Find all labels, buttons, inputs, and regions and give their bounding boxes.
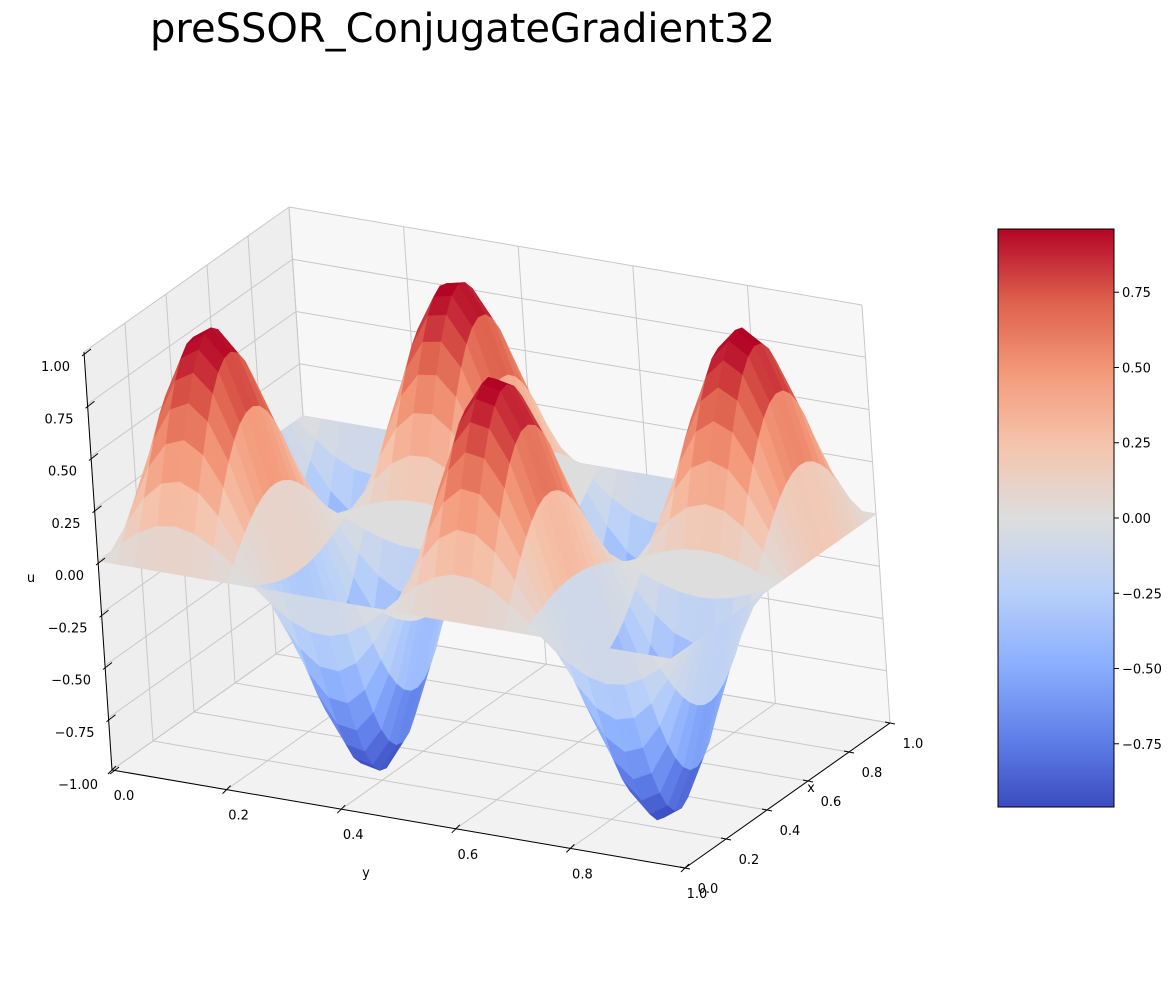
z-tick	[85, 400, 95, 409]
grid-line	[292, 258, 866, 358]
colorbar-tick-label: −0.25	[1122, 587, 1162, 602]
axes: 0.0 0.2 0.4 0.6 0.8 1.0 y 0.0 0.2 0.4 0.6 0.8 1.0 x −1…	[27, 348, 924, 902]
z-tick-label: −0.75	[55, 726, 95, 741]
y-axis-label: y	[362, 866, 370, 881]
y-tick-label: 0.8	[572, 867, 593, 882]
z-tick	[102, 662, 113, 670]
grid-line	[288, 206, 863, 306]
x-tick-label: 0.0	[698, 882, 719, 897]
y-tick	[566, 844, 575, 853]
chart-title: preSSOR_ConjugateGradient32	[150, 6, 776, 52]
x-tick	[843, 750, 855, 754]
colorbar-bar	[997, 228, 1115, 808]
z-tick-label: −0.25	[48, 621, 88, 636]
y-tick-label: 0.2	[228, 809, 249, 824]
y-tick-label: 0.0	[114, 789, 135, 804]
z-tick	[88, 453, 99, 461]
z-tick	[95, 557, 106, 566]
colorbar-tick-label: 0.25	[1122, 437, 1151, 452]
z-tick-label: −0.50	[51, 674, 91, 689]
y-tick	[336, 804, 346, 814]
x-tick	[802, 779, 814, 783]
grid-line	[87, 258, 293, 405]
grid-line	[83, 206, 290, 353]
y-tick	[451, 824, 461, 834]
x-tick-label: 0.2	[739, 853, 760, 868]
surface-face	[652, 653, 678, 669]
z-tick	[99, 609, 109, 618]
z-tick	[81, 348, 92, 357]
z-tick	[109, 766, 120, 775]
z-tick-label: 1.00	[41, 360, 70, 375]
z-tick-label: 0.50	[48, 465, 77, 480]
z-axis-label: u	[27, 571, 35, 586]
grid-line	[152, 740, 727, 840]
grid-line	[111, 624, 318, 771]
x-tick-label: 0.8	[862, 766, 883, 781]
y-tick-label: 0.6	[457, 848, 478, 863]
colorbar-tick-label: −0.75	[1122, 738, 1162, 753]
colorbar: −0.75 −0.50 −0.25 0.00 0.25 0.50 0.75	[997, 228, 1162, 808]
grid-line	[340, 663, 547, 810]
colorbar-tick-label: 0.75	[1122, 286, 1151, 301]
x-axis-label: x	[807, 781, 815, 796]
colorbar-tick-label: −0.50	[1122, 663, 1162, 678]
z-tick	[106, 714, 116, 723]
y-tick-label: 1.0	[687, 887, 708, 902]
z-tick-label: −1.00	[58, 778, 98, 793]
colorbar-tick-label: 0.00	[1122, 512, 1151, 527]
y-axis-line	[111, 769, 686, 869]
z-tick-label: 0.00	[55, 569, 84, 584]
x-tick	[720, 837, 732, 841]
x-axis-line	[684, 722, 891, 869]
colorbar-tick-label: 0.50	[1122, 361, 1151, 376]
z-tick-label: 0.75	[45, 412, 74, 427]
surface-mesh	[97, 282, 877, 821]
floor-pane	[112, 625, 890, 868]
x-tick-label: 0.4	[780, 824, 801, 839]
x-tick	[679, 866, 691, 870]
z-tick	[92, 505, 102, 514]
z-axis-line	[83, 351, 113, 771]
x-tick-label: 0.6	[821, 795, 842, 810]
z-tick-label: 0.25	[52, 517, 81, 532]
x-tick-label: 1.0	[903, 737, 924, 752]
y-tick	[222, 785, 231, 794]
x-tick	[761, 808, 773, 812]
y-tick-label: 0.4	[343, 828, 364, 843]
x-tick	[884, 721, 896, 725]
